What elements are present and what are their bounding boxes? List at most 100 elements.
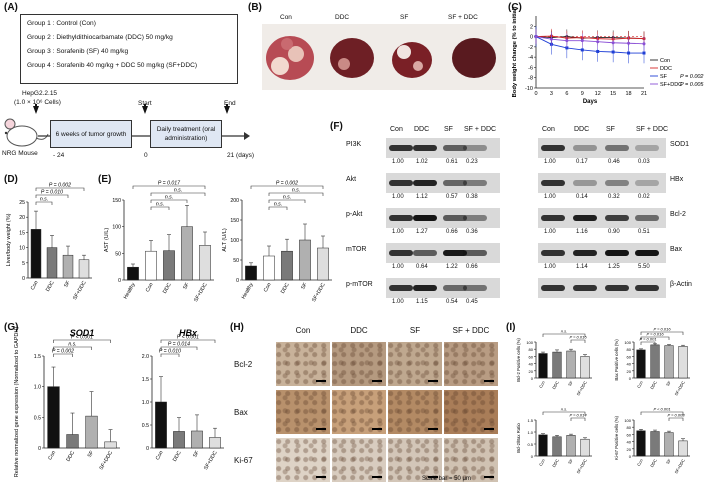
- significance-label: n.s.: [68, 342, 76, 348]
- blot-quantification: 1.00: [392, 159, 404, 165]
- chart-title: SOD1: [70, 328, 95, 338]
- significance-label: n.s.: [174, 188, 182, 194]
- blot-band: [389, 180, 413, 186]
- data-point: [580, 48, 584, 52]
- data-point: [534, 35, 538, 39]
- blot-quantification: 1.00: [544, 194, 556, 200]
- y-tick-label: 5: [22, 261, 25, 267]
- blot-band: [413, 145, 437, 151]
- blot-band: [635, 145, 659, 151]
- end-label: End: [224, 100, 236, 107]
- chart-alt: 0 50 100 150 200 Healthy Con DDC SF SF+DDC ALT (U/…: [222, 181, 332, 303]
- scale-bar: [372, 476, 382, 478]
- x-tick-label: SF+DDC: [311, 282, 327, 303]
- bar: [317, 247, 329, 281]
- blot-quantification: 1.00: [392, 229, 404, 235]
- y-axis-label: Body weight change (% to initial): [512, 7, 518, 98]
- ihc-image: [332, 342, 386, 386]
- blot-band: [541, 250, 565, 256]
- y-tick-label: 0: [530, 35, 533, 41]
- y-axis-label: Bcl-2/Bax Ratio: [516, 423, 521, 453]
- series-line: [535, 36, 645, 45]
- significance-bracket: [250, 185, 324, 189]
- ihc-image: [388, 438, 442, 482]
- chart-ki67-positive: 0 20 40 60 80 100 Con DDC SF SF+DDC Ki-67 Positive…: [614, 407, 690, 474]
- bar: [78, 259, 90, 279]
- blot-band: [443, 180, 467, 186]
- x-tick-label: 9: [581, 91, 584, 97]
- bar: [538, 434, 548, 457]
- blot-band: [443, 145, 467, 151]
- blot-band: [541, 180, 565, 186]
- y-tick-label: 100: [624, 340, 631, 345]
- x-tick-label: 21: [641, 91, 647, 97]
- x-tick-label: DDC: [551, 458, 560, 468]
- chart-bax-positive: 0 20 40 60 80 100 Con DDC SF SF+DDC Bax Positive c…: [614, 328, 690, 396]
- blot-band: [605, 215, 629, 221]
- scale-bar: [428, 380, 438, 382]
- blot-band: [413, 215, 437, 221]
- ihc-image: [276, 438, 330, 482]
- liver-ddc-image: [330, 38, 374, 78]
- blot-band: [605, 285, 629, 291]
- liver-sf-image: [392, 42, 432, 78]
- blot-band: [389, 215, 413, 221]
- bar: [636, 349, 646, 379]
- blot-quantification: 0.66: [446, 229, 458, 235]
- data-point: [611, 41, 615, 45]
- y-axis-label: Bax Positive cells (%): [614, 339, 619, 381]
- bar: [46, 247, 58, 279]
- ihc-column-header: DDC: [350, 326, 368, 335]
- significance-bracket: [268, 199, 306, 203]
- x-axis-label: Days: [583, 99, 598, 105]
- data-point: [642, 51, 646, 55]
- bar: [580, 356, 590, 379]
- ihc-image: [332, 438, 386, 482]
- legend-label: DDC: [660, 66, 672, 72]
- blot-quantification: 5.50: [638, 264, 650, 270]
- blot-band: [541, 215, 565, 221]
- bar: [538, 353, 548, 379]
- blot-band: [443, 285, 467, 291]
- blot-quantification: 0.38: [466, 194, 478, 200]
- x-tick-label: SF+DDC: [72, 280, 88, 301]
- bar: [85, 415, 98, 449]
- bar: [181, 226, 193, 281]
- x-tick-label: Con: [538, 380, 546, 389]
- scale-bar: [428, 476, 438, 478]
- blot-quantification: 0.45: [466, 299, 478, 305]
- ihc-image: [276, 342, 330, 386]
- blot-band: [635, 250, 659, 256]
- blot-quantification: 0.32: [608, 194, 620, 200]
- bar: [173, 431, 185, 449]
- bar: [66, 434, 79, 449]
- y-tick-label: 80: [529, 347, 534, 352]
- ihc-row-label: Bcl-2: [234, 360, 253, 369]
- y-axis-label: Relative normalized gene expression (Nor…: [14, 327, 20, 478]
- blot-band: [443, 250, 467, 256]
- blot-row-label: PI3K: [346, 141, 362, 148]
- western-blot-left: Con DDC SF SF + DDC PI3K 1.00 1.02 0.61 0.23 Akt 1…: [346, 126, 502, 316]
- significance-label: n.s.: [561, 407, 567, 412]
- blot-band: [573, 215, 597, 221]
- cell-line-label: HepG2.2.15: [22, 90, 58, 97]
- bar: [155, 401, 167, 449]
- panel-label-b: (B): [248, 2, 262, 13]
- blot-quantification: 1.12: [416, 194, 428, 200]
- y-tick-label: -6: [528, 65, 533, 71]
- bar: [580, 438, 590, 457]
- y-tick-label: 100: [230, 238, 239, 244]
- y-tick-label: 40: [627, 362, 632, 367]
- y-tick-label: 60: [627, 354, 632, 359]
- scale-bar: [316, 428, 326, 430]
- western-blot-right: Con DDC SF SF + DDC SOD1 1.00 0.17 0.46 0.03 HBx 1…: [510, 126, 708, 316]
- bar: [191, 430, 203, 449]
- significance-label: P = 0.001: [639, 337, 656, 342]
- liver-label-ddc: DDC: [335, 14, 350, 21]
- x-tick-label: 15: [610, 91, 616, 97]
- x-tick-label: SF+DDC: [203, 450, 219, 471]
- x-tick-label: 6: [565, 91, 568, 97]
- significance-label: n.s.: [274, 202, 282, 208]
- y-tick-label: 50: [233, 258, 239, 264]
- ihc-column-header: Con: [295, 326, 311, 335]
